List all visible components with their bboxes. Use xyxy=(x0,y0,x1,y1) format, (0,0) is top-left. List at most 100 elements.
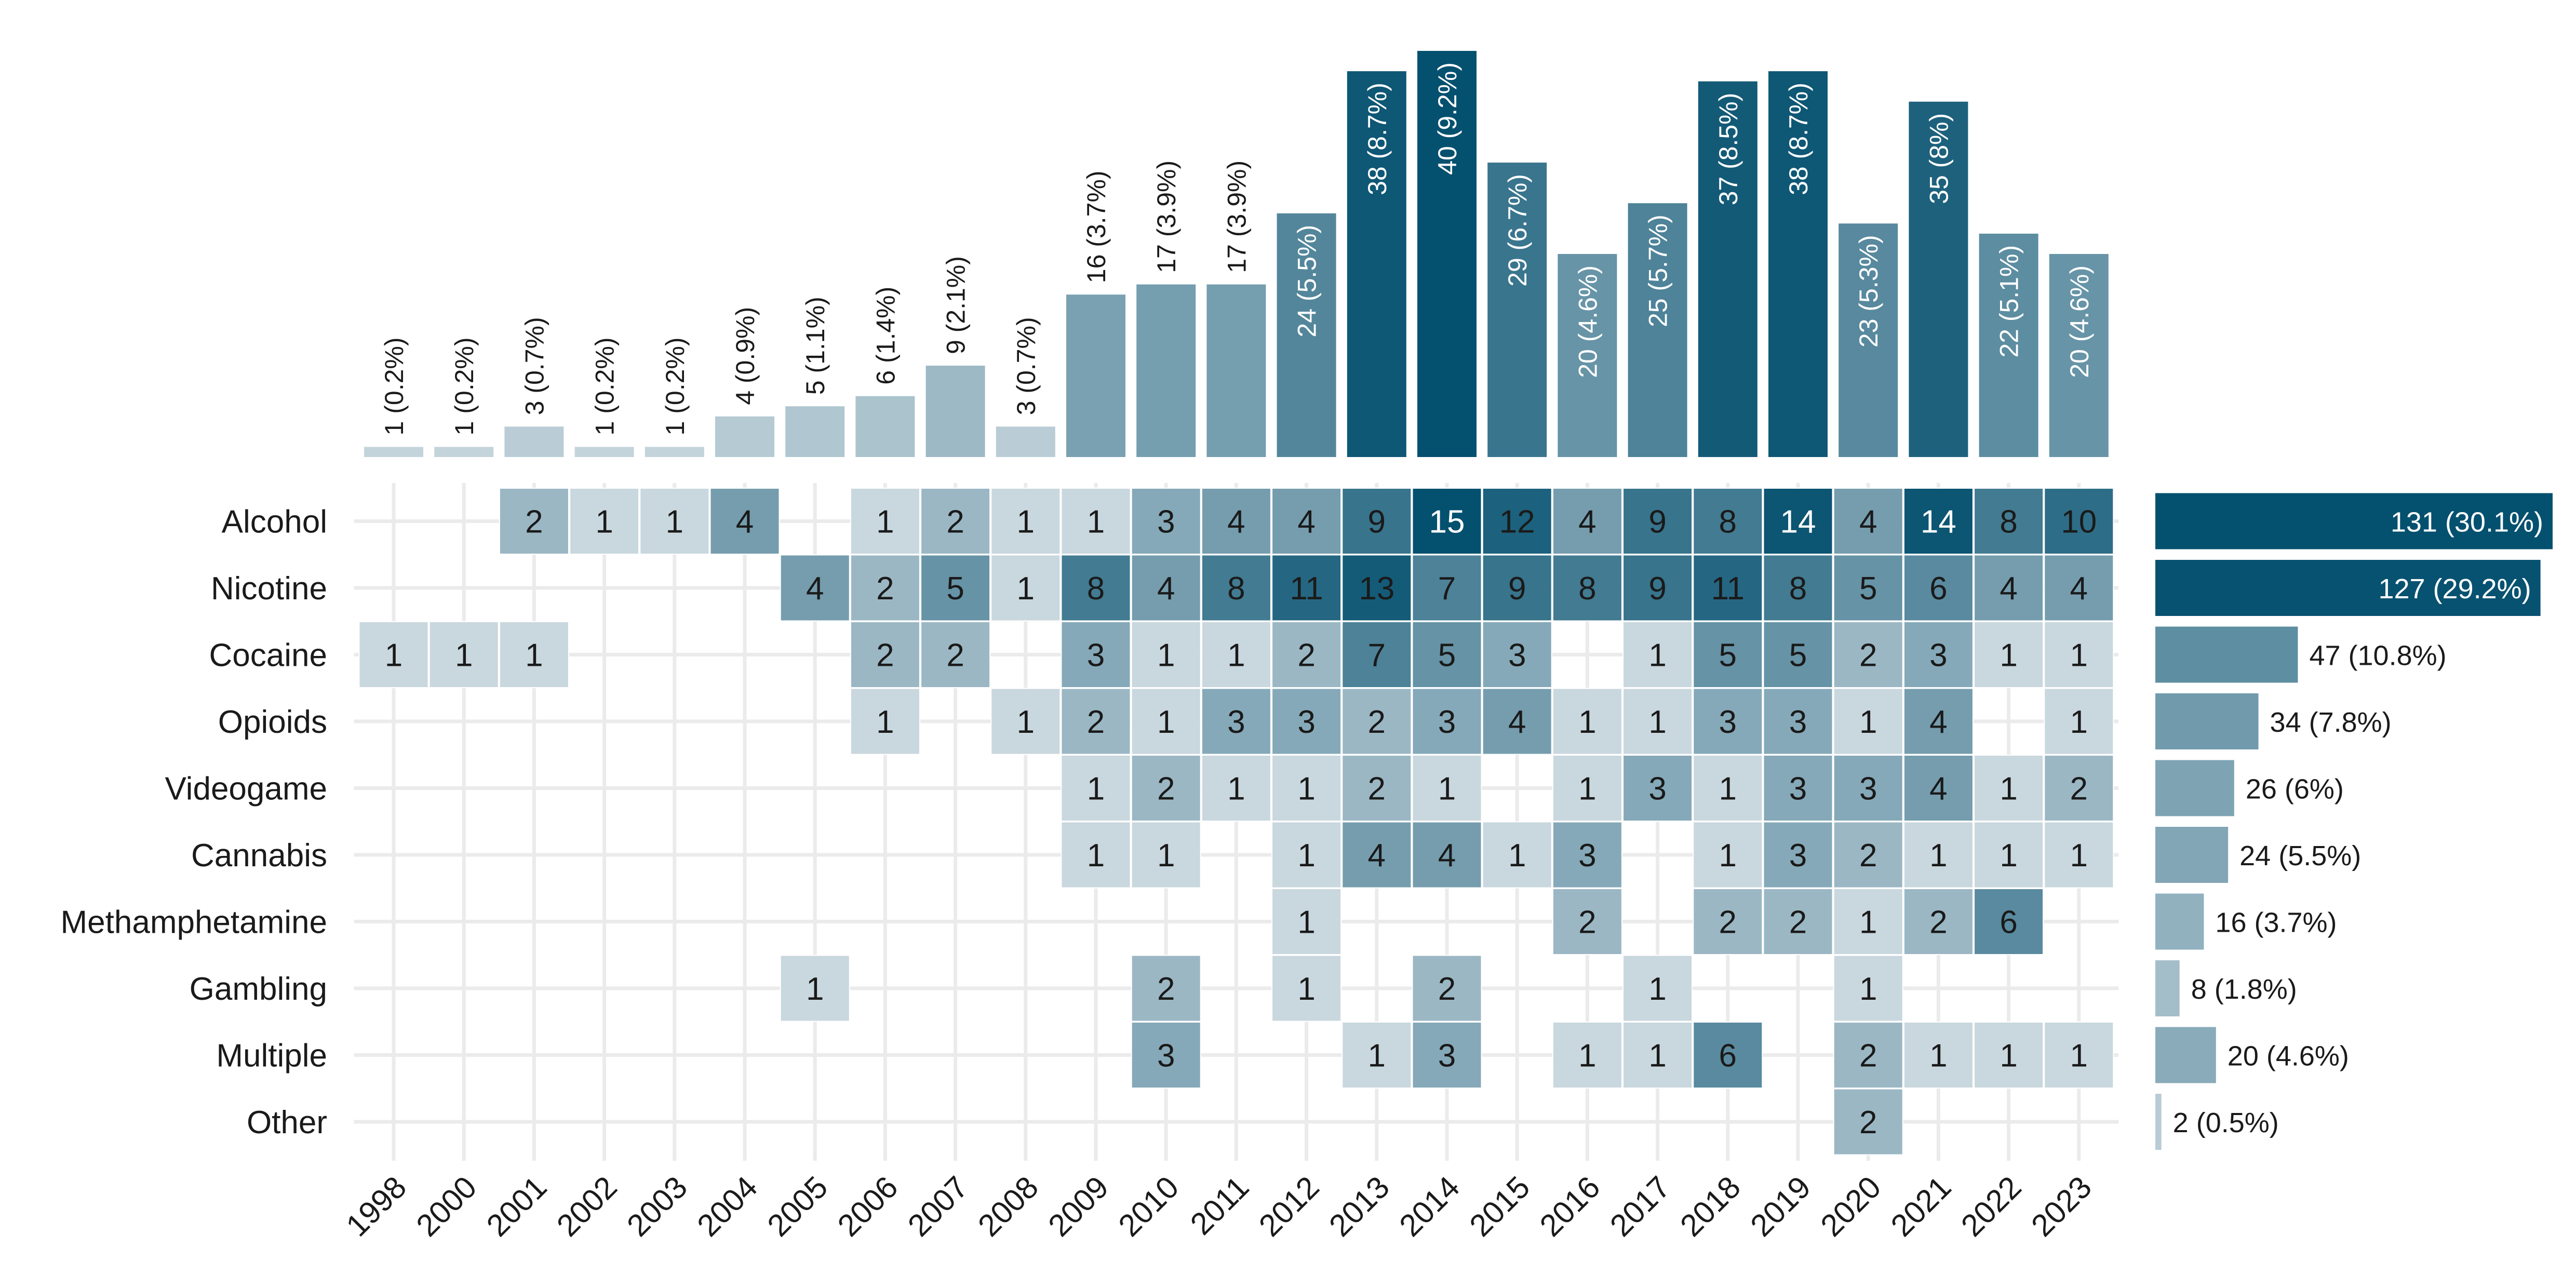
year-tick-2007: 2007 xyxy=(901,1170,975,1243)
cell-label-cannabis-2009: 1 xyxy=(1087,838,1105,874)
cell-label-cannabis-2019: 3 xyxy=(1789,838,1807,874)
year-bar-label-2006: 6 (1.4%) xyxy=(871,287,900,385)
cell-label-opioids-2011: 3 xyxy=(1227,704,1245,740)
category-bar-other xyxy=(2155,1094,2162,1150)
year-bar-2017 xyxy=(1628,203,1687,457)
cell-multiple-2021 xyxy=(1903,1022,1974,1089)
cell-label-cannabis-2021: 1 xyxy=(1929,838,1947,874)
year-tick-2009: 2009 xyxy=(1041,1170,1115,1243)
cell-alcohol-2002 xyxy=(569,488,640,555)
cell-label-multiple-2013: 1 xyxy=(1368,1038,1386,1074)
cell-alcohol-2003 xyxy=(639,488,710,555)
year-tick-2019: 2019 xyxy=(1743,1170,1817,1243)
year-bar-label-2015: 29 (6.7%) xyxy=(1503,174,1532,287)
category-bar-label-methamphetamine: 16 (3.7%) xyxy=(2215,907,2337,938)
cell-label-nicotine-2014: 7 xyxy=(1438,571,1456,607)
cell-multiple-2017 xyxy=(1622,1022,1693,1089)
cell-label-nicotine-2021: 6 xyxy=(1929,571,1947,607)
cell-label-cannabis-2018: 1 xyxy=(1719,838,1737,874)
cell-cocaine-2007 xyxy=(920,621,991,688)
cell-label-nicotine-2007: 5 xyxy=(946,571,964,607)
year-bar-label-2002: 1 (0.2%) xyxy=(591,337,620,435)
cell-nicotine-2012 xyxy=(1271,554,1342,622)
cell-nicotine-2014 xyxy=(1412,554,1482,622)
cell-cocaine-2000 xyxy=(428,621,499,688)
cell-cannabis-2012 xyxy=(1271,821,1342,889)
cell-label-cocaine-2012: 2 xyxy=(1297,638,1315,674)
cell-nicotine-2009 xyxy=(1061,554,1131,622)
cell-methamphetamine-2019 xyxy=(1763,888,1833,955)
cell-cocaine-2013 xyxy=(1341,621,1412,688)
cell-cannabis-2020 xyxy=(1833,821,1903,889)
cell-label-videogame-2017: 3 xyxy=(1648,771,1666,807)
cell-nicotine-2008 xyxy=(990,554,1061,622)
cell-label-alcohol-2023: 10 xyxy=(2061,504,2097,540)
category-label-cocaine: Cocaine xyxy=(209,638,327,674)
year-bar-label-2011: 17 (3.9%) xyxy=(1222,160,1251,273)
year-bar-2020 xyxy=(1839,223,1898,457)
cell-alcohol-2019 xyxy=(1763,488,1833,555)
cell-label-videogame-2023: 2 xyxy=(2070,771,2088,807)
cell-gambling-2020 xyxy=(1833,955,1903,1022)
cell-label-methamphetamine-2018: 2 xyxy=(1719,905,1737,941)
cell-label-cocaine-2001: 1 xyxy=(525,638,543,674)
category-bar-label-nicotine: 127 (29.2%) xyxy=(2378,573,2531,605)
cell-label-videogame-2014: 1 xyxy=(1438,771,1456,807)
cell-nicotine-2007 xyxy=(920,554,991,622)
category-label-multiple: Multiple xyxy=(216,1038,327,1074)
cell-cocaine-2019 xyxy=(1763,621,1833,688)
cell-label-opioids-2009: 2 xyxy=(1087,704,1105,740)
cell-gambling-2017 xyxy=(1622,955,1693,1022)
cell-label-opioids-2012: 3 xyxy=(1297,704,1315,740)
cell-label-alcohol-2013: 9 xyxy=(1368,504,1386,540)
cell-cocaine-2023 xyxy=(2044,621,2114,688)
year-bar-2012 xyxy=(1277,213,1336,457)
year-bar-label-2012: 24 (5.5%) xyxy=(1293,225,1322,338)
year-bar-label-2023: 20 (4.6%) xyxy=(2065,265,2094,378)
category-bar-cannabis xyxy=(2155,827,2229,883)
cell-label-cocaine-2018: 5 xyxy=(1719,638,1737,674)
cell-cannabis-2018 xyxy=(1693,821,1763,889)
category-label-videogame: Videogame xyxy=(165,771,327,807)
cell-nicotine-2013 xyxy=(1341,554,1412,622)
cell-opioids-2017 xyxy=(1622,688,1693,755)
cell-label-videogame-2021: 4 xyxy=(1929,771,1947,807)
cell-label-alcohol-2008: 1 xyxy=(1017,504,1035,540)
cell-label-alcohol-2007: 2 xyxy=(946,504,964,540)
cell-label-alcohol-2003: 1 xyxy=(666,504,683,540)
cell-label-alcohol-2009: 1 xyxy=(1087,504,1105,540)
year-bar-2003 xyxy=(645,447,704,457)
cell-label-alcohol-2011: 4 xyxy=(1227,504,1245,540)
cell-label-opioids-2010: 1 xyxy=(1157,704,1175,740)
cell-label-nicotine-2016: 8 xyxy=(1578,571,1596,607)
year-bar-label-2000: 1 (0.2%) xyxy=(450,337,479,435)
cell-label-cocaine-2007: 2 xyxy=(946,638,964,674)
cell-videogame-2013 xyxy=(1341,755,1412,822)
cell-label-alcohol-2019: 14 xyxy=(1780,504,1816,540)
cell-label-cocaine-2013: 7 xyxy=(1368,638,1386,674)
cell-cannabis-2015 xyxy=(1482,821,1552,889)
cell-opioids-2015 xyxy=(1482,688,1552,755)
year-bar-2023 xyxy=(2049,254,2109,457)
year-bar-2021 xyxy=(1909,101,1968,457)
category-axis-labels: Alcohol Nicotine Cocaine Opioids Videogame Ca… xyxy=(61,504,328,1141)
year-bar-2010 xyxy=(1136,284,1196,457)
cell-cocaine-2018 xyxy=(1693,621,1763,688)
year-tick-2008: 2008 xyxy=(971,1170,1045,1243)
cell-label-opioids-2006: 1 xyxy=(876,704,894,740)
cell-alcohol-2013 xyxy=(1341,488,1412,555)
year-tick-2000: 2000 xyxy=(410,1170,484,1243)
category-bar-gambling xyxy=(2155,960,2180,1016)
cell-label-cocaine-2017: 1 xyxy=(1648,638,1666,674)
cell-methamphetamine-2016 xyxy=(1552,888,1622,955)
cell-opioids-2012 xyxy=(1271,688,1342,755)
cell-label-nicotine-2013: 13 xyxy=(1359,571,1394,607)
cell-alcohol-2006 xyxy=(850,488,920,555)
category-bar-label-gambling: 8 (1.8%) xyxy=(2191,974,2297,1005)
cell-other-2020 xyxy=(1833,1088,1903,1156)
cell-cannabis-2022 xyxy=(1974,821,2044,889)
cell-label-multiple-2016: 1 xyxy=(1578,1038,1596,1074)
cell-opioids-2021 xyxy=(1903,688,1974,755)
cell-cannabis-2013 xyxy=(1341,821,1412,889)
year-tick-2005: 2005 xyxy=(761,1170,835,1243)
